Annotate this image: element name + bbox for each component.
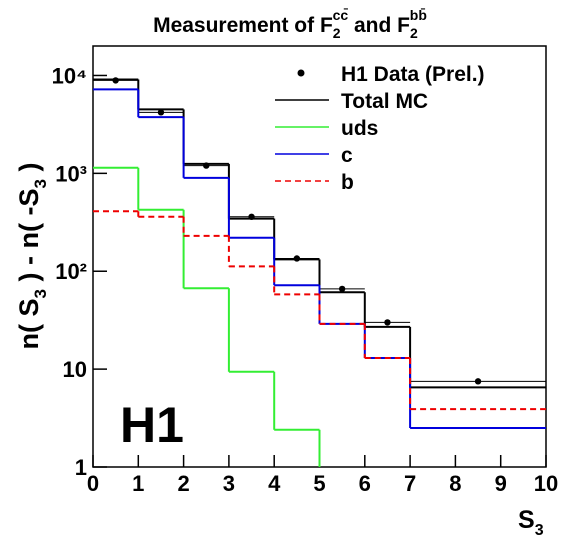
y-tick-label: 10³ [55, 161, 87, 186]
y-tick-label: 10⁴ [52, 63, 87, 88]
legend-label: uds [341, 117, 378, 140]
label-part: 3 [31, 289, 50, 298]
x-tick-label: 4 [268, 471, 281, 496]
legend-marker [297, 69, 305, 77]
x-tick-label: 3 [223, 471, 235, 496]
chart-title: Measurement of F2cc̄ and F2bb̄ [153, 6, 427, 41]
y-tick-label: 1 [75, 455, 87, 480]
data-point [157, 109, 165, 116]
label-part: S [518, 506, 535, 534]
legend-label: c [341, 144, 353, 167]
label-part: ) - n( -S [14, 189, 44, 289]
x-axis-label: S3 [518, 506, 544, 539]
legend-label: H1 Data (Prel.) [341, 63, 485, 86]
x-tick-label: 8 [449, 471, 461, 496]
label-part: 3 [31, 179, 50, 188]
x-tick-label: 10 [534, 471, 558, 496]
title-part: 2 [333, 25, 341, 41]
title-part: 2 [410, 25, 418, 41]
label-part: n( S [14, 298, 44, 349]
y-axis-label: n( S3 ) - n( -S3 ) [14, 163, 50, 350]
x-tick-label: 1 [132, 471, 144, 496]
x-tick-label: 5 [313, 471, 325, 496]
title-part: and F [348, 14, 410, 37]
label-part: 3 [535, 522, 544, 539]
x-tick-label: 7 [404, 471, 416, 496]
x-tick-label: 0 [87, 471, 99, 496]
label-part: ) [14, 163, 44, 180]
data-point [338, 285, 346, 293]
legend-label: Total MC [341, 90, 428, 113]
x-tick-label: 6 [359, 471, 371, 496]
y-tick-label: 10 [63, 357, 87, 382]
data-point [474, 378, 482, 385]
title-part: Measurement of F [153, 14, 333, 37]
x-tick-label: 9 [495, 471, 507, 496]
x-tick-label: 2 [177, 471, 189, 496]
y-tick-label: 10² [55, 259, 87, 284]
data-point [384, 319, 391, 326]
annotation: H1 [120, 397, 184, 453]
legend-label: b [341, 171, 354, 194]
title-part: cc̄ [333, 6, 349, 23]
title-part: bb̄ [410, 6, 427, 23]
